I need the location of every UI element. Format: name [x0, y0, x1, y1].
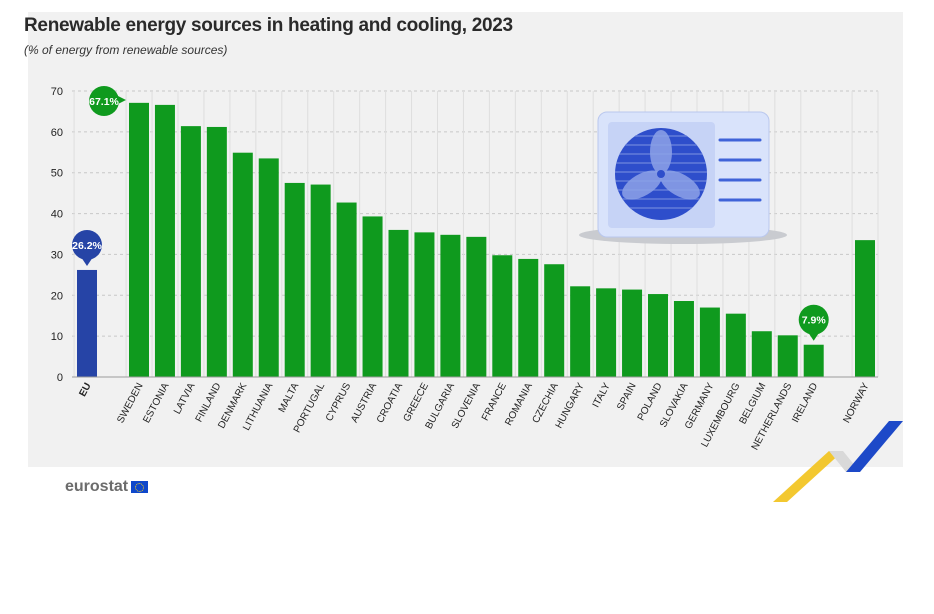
bar-latvia — [180, 126, 201, 377]
bar-france — [492, 255, 513, 377]
bar-italy — [596, 288, 617, 377]
bar-czechia — [544, 264, 565, 377]
bar-norway — [855, 240, 875, 377]
x-tick-label: GREECE — [402, 381, 432, 424]
bar-slovakia — [673, 301, 694, 377]
callout-pointer — [807, 331, 820, 341]
x-tick-label: IRELAND — [790, 381, 820, 424]
x-tick-label: CYPRUS — [324, 381, 353, 423]
eurostat-logo-text: eurostat — [65, 478, 129, 495]
callout-pointer — [81, 256, 93, 266]
y-tick-label: 20 — [51, 290, 63, 302]
y-tick-label: 50 — [51, 168, 63, 180]
ribbon-blue — [846, 421, 903, 472]
x-tick-label: LATVIA — [172, 381, 198, 416]
bar-austria — [362, 216, 383, 377]
ribbon-yellow — [773, 451, 843, 502]
bar-greece — [414, 232, 435, 377]
bar-poland — [648, 294, 668, 377]
x-tick-label: POLAND — [636, 381, 665, 422]
x-tick-label: ESTONIA — [141, 381, 171, 425]
x-tick-label: EU — [77, 381, 93, 398]
bar-bulgaria — [440, 234, 461, 377]
callout-bubble — [72, 229, 102, 260]
bar-denmark — [232, 152, 253, 377]
y-tick-label: 60 — [51, 127, 63, 139]
bar-finland — [206, 126, 227, 377]
fan-blade — [660, 170, 700, 200]
heat-pump-icon — [579, 111, 787, 244]
chart-subtitle: (% of energy from renewable sources) — [24, 43, 228, 57]
callout-bubble — [89, 86, 119, 116]
eurostat-logo: eurostat — [65, 478, 149, 496]
bar-belgium — [751, 331, 772, 377]
bar-portugal — [310, 184, 331, 377]
bar-hungary — [570, 286, 591, 377]
data-label: 67.1% — [89, 96, 119, 108]
x-tick-label: MALTA — [277, 381, 302, 415]
bar-eu — [77, 269, 97, 377]
chart-title: Renewable energy sources in heating and … — [24, 15, 513, 36]
data-label: 26.2% — [72, 240, 102, 252]
y-tick-label: 30 — [51, 249, 63, 261]
bar-cyprus — [336, 202, 357, 377]
y-tick-label: 10 — [51, 331, 63, 343]
fan-blade — [650, 130, 672, 174]
bar-germany — [699, 307, 720, 377]
y-tick-label: 0 — [57, 372, 63, 384]
chevron-ribbon-icon — [773, 421, 903, 502]
bar-malta — [284, 182, 305, 377]
bar-estonia — [154, 104, 175, 378]
x-tick-label: SPAIN — [615, 381, 638, 412]
bar-netherlands — [777, 335, 798, 377]
bar-croatia — [388, 229, 409, 377]
y-tick-label: 40 — [51, 209, 63, 221]
x-tick-label: NORWAY — [841, 381, 871, 425]
bar-romania — [518, 258, 539, 377]
callout-pointer — [116, 95, 126, 105]
fan-blade — [622, 170, 662, 200]
bar-luxembourg — [725, 313, 746, 377]
fan-hub — [657, 170, 665, 178]
bar-slovenia — [466, 236, 487, 377]
bar-sweden — [129, 102, 149, 377]
data-label: 7.9% — [802, 315, 827, 327]
bar-spain — [622, 289, 643, 377]
bar-lithuania — [258, 158, 279, 377]
x-tick-label: FRANCE — [480, 381, 509, 423]
x-tick-label: ITALY — [591, 381, 613, 410]
bar-ireland — [803, 344, 824, 377]
callout-bubble — [798, 304, 829, 335]
x-tick-label: FINLAND — [194, 381, 224, 424]
eu-flag-icon — [131, 481, 149, 493]
y-tick-label: 70 — [51, 86, 63, 98]
